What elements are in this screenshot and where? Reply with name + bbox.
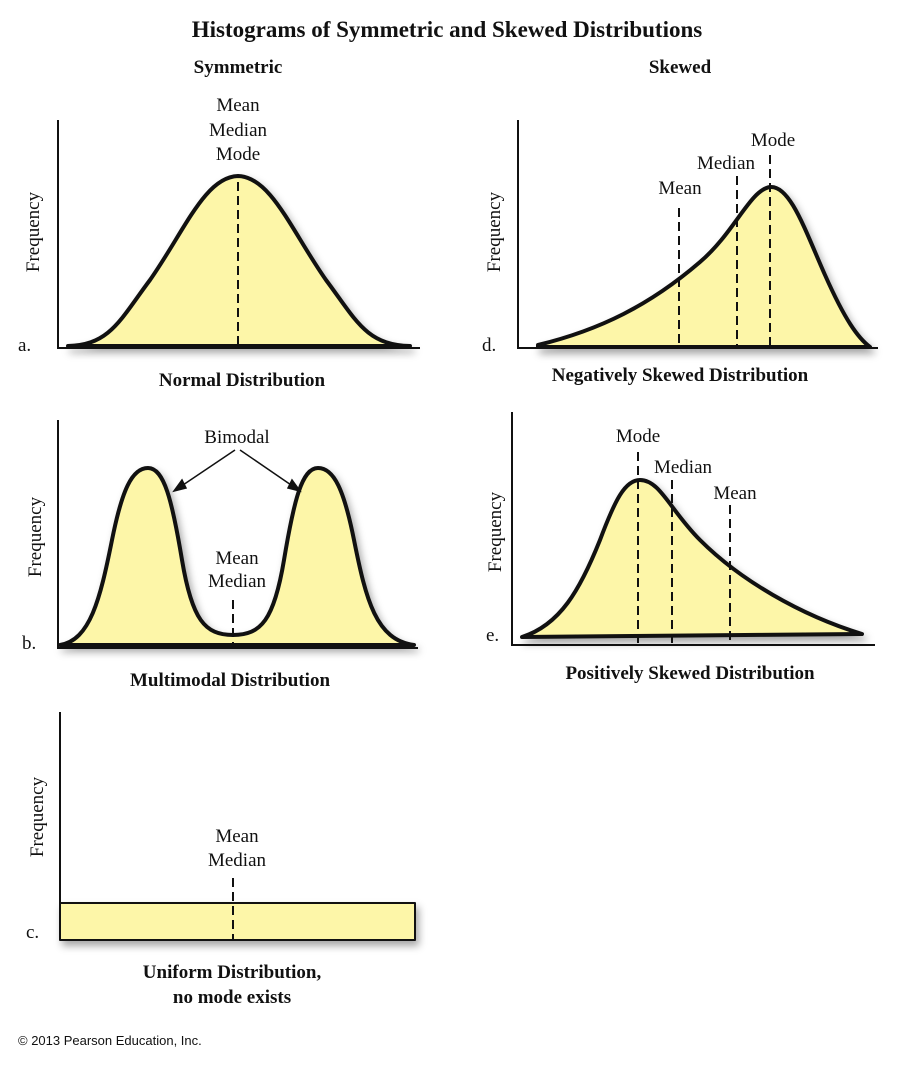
skewed-header: Skewed: [649, 57, 712, 78]
frequency-label: Frequency: [485, 491, 506, 572]
caption: Negatively Skewed Distribution: [552, 365, 809, 386]
caption: Multimodal Distribution: [130, 670, 330, 691]
copyright: © 2013 Pearson Education, Inc.: [18, 1033, 202, 1048]
caption: Positively Skewed Distribution: [565, 663, 815, 684]
axes: [511, 412, 875, 646]
median-label: Median: [697, 153, 756, 174]
frequency-label: Frequency: [27, 776, 48, 857]
mean-label: Mean: [658, 178, 702, 199]
median-label: Median: [654, 457, 713, 478]
symmetric-header: Symmetric: [194, 57, 283, 78]
panel-letter: b.: [22, 633, 36, 654]
frequency-label: Frequency: [23, 191, 44, 272]
panel-letter: a.: [18, 335, 31, 356]
axes: [57, 420, 418, 649]
frequency-label: Frequency: [25, 496, 46, 577]
positive-skew-curve: [520, 478, 864, 639]
mean-label: Mean: [713, 483, 757, 504]
caption-line-1: Uniform Distribution,: [143, 962, 322, 983]
median-label: Median: [209, 120, 268, 141]
axes: [57, 120, 420, 349]
uniform-bar: [59, 902, 416, 941]
figure-title: Histograms of Symmetric and Skewed Distr…: [192, 17, 703, 42]
panel-letter: e.: [486, 625, 499, 646]
mean-label: Mean: [215, 548, 259, 569]
panel-normal: Mean Median Mode Frequency a. Normal Dis…: [18, 95, 420, 391]
caption: Normal Distribution: [159, 370, 326, 391]
mode-label: Mode: [216, 144, 260, 165]
mode-label: Mode: [616, 426, 660, 447]
panel-positive-skew: Mode Median Mean Frequency e. Positively…: [485, 412, 875, 684]
panel-letter: d.: [482, 335, 496, 356]
frequency-label: Frequency: [484, 191, 505, 272]
mean-label: Mean: [216, 95, 260, 116]
caption-line-2: no mode exists: [173, 987, 291, 1008]
bimodal-label: Bimodal: [204, 427, 269, 448]
median-label: Median: [208, 850, 267, 871]
panel-negative-skew: Mean Median Mode Frequency d. Negatively…: [482, 120, 878, 386]
axes: [517, 120, 878, 349]
median-label: Median: [208, 571, 267, 592]
bimodal-arrows: [172, 449, 302, 493]
panel-uniform: Mean Median Frequency c. Uniform Distrib…: [26, 712, 416, 1008]
panel-letter: c.: [26, 922, 39, 943]
panel-multimodal: Bimodal Mean Median Frequency b. Multimo…: [22, 420, 418, 691]
mode-label: Mode: [751, 130, 795, 151]
negative-skew-curve: [536, 185, 872, 349]
mean-label: Mean: [215, 826, 259, 847]
